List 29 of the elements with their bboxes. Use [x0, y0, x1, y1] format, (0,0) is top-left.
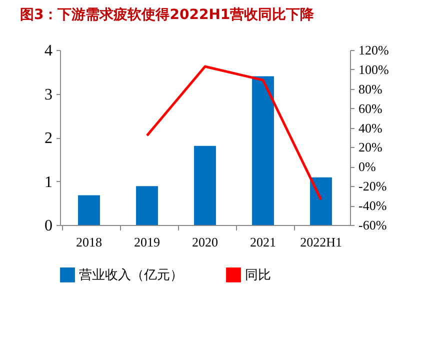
bar: [78, 195, 100, 225]
y2-tick-label: -40%: [358, 198, 387, 214]
bar: [136, 186, 158, 225]
line-series: [146, 65, 322, 201]
y2-tick-label: 60%: [358, 100, 382, 116]
legend-label: 营业收入（亿元）: [79, 266, 183, 282]
y2-tick-label: 0%: [358, 159, 376, 174]
y2-tick-label: -20%: [358, 178, 387, 194]
y-tick-label: 0: [44, 218, 52, 234]
x-tick-label: 2018: [76, 234, 102, 250]
x-tick-label: 2020: [192, 234, 218, 250]
bar: [310, 177, 332, 225]
y-tick-label: 4: [44, 42, 52, 60]
y-tick-label: 3: [44, 86, 52, 104]
y2-tick-label: -60%: [358, 218, 387, 232]
bar: [194, 146, 216, 225]
y2-tick-label: 100%: [358, 62, 389, 77]
y-tick-label: 1: [44, 174, 52, 191]
chart-title: 图3：下游需求疲软使得2022H1营收同比下降: [20, 6, 316, 23]
x-tick-label: 2021: [250, 234, 276, 250]
y2-tick-label: 80%: [358, 81, 382, 96]
y-tick-label: 2: [44, 130, 52, 147]
x-tick-label: 2019: [134, 234, 160, 250]
y2-tick-label: 40%: [358, 120, 382, 136]
x-tick-label: 2022H1: [300, 234, 342, 250]
legend-label: 同比: [245, 266, 271, 282]
y2-tick-label: 20%: [358, 140, 382, 155]
bar: [252, 76, 274, 225]
y2-tick-label: 120%: [358, 42, 389, 58]
